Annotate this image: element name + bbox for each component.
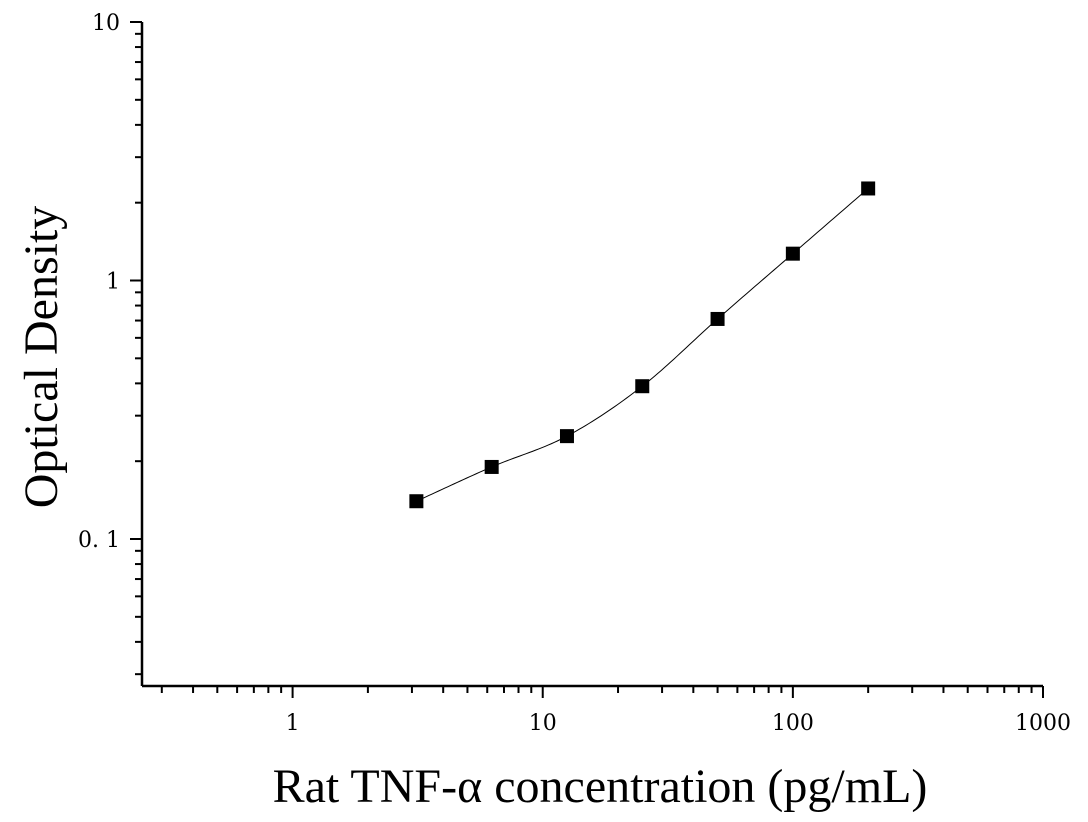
data-point [635,379,650,394]
y-tick-label: 1 [106,270,120,295]
x-tick-label: 10 [529,711,557,736]
data-points [409,181,876,509]
data-point [559,429,574,444]
data-point [409,494,424,509]
data-point [484,459,499,474]
x-axis-tick-labels: 1 10 100 1000 [286,711,1071,736]
y-tick-label: 0. 1 [78,528,120,553]
data-point [710,311,725,326]
x-tick-label: 100 [772,711,814,736]
axes [140,22,1043,688]
y-axis-title: Optical Density [15,206,68,509]
data-point [861,181,876,196]
x-axis-ticks [160,686,1044,698]
x-axis-title: Rat TNF-α concentration (pg/mL) [273,760,928,813]
fit-curve [416,188,869,502]
y-axis-ticks [130,21,142,676]
y-tick-label: 10 [92,11,120,36]
data-point [785,246,800,261]
x-tick-label: 1000 [1015,711,1071,736]
y-axis-tick-labels: 0. 1 1 10 [78,11,120,553]
x-tick-label: 1 [286,711,300,736]
